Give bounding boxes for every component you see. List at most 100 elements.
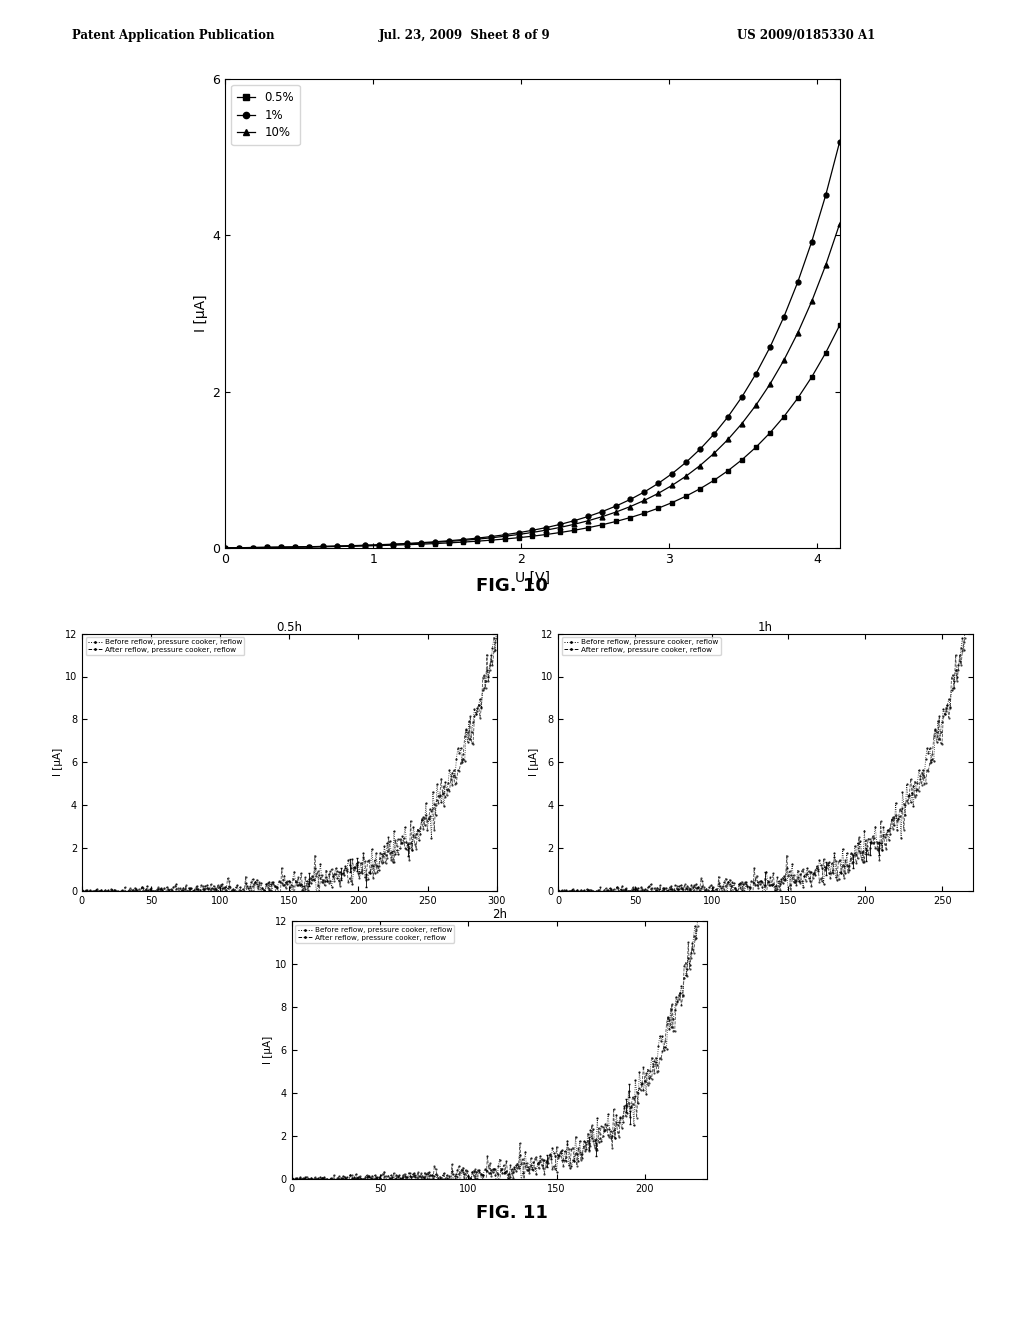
1% — [764, 339, 776, 355]
1% — [512, 525, 524, 541]
0.5% — [764, 425, 776, 441]
1% — [247, 540, 259, 556]
1% — [624, 491, 636, 507]
10% — [457, 532, 469, 548]
Text: Jul. 23, 2009  Sheet 8 of 9: Jul. 23, 2009 Sheet 8 of 9 — [379, 29, 551, 42]
0.5% — [554, 524, 566, 540]
Text: US 2009/0185330 A1: US 2009/0185330 A1 — [737, 29, 876, 42]
1% — [345, 537, 357, 553]
0.5% — [777, 409, 790, 425]
Legend: Before reflow, pressure cooker, reflow, After reflow, pressure cooker, reflow: Before reflow, pressure cooker, reflow, … — [86, 638, 245, 655]
10% — [554, 520, 566, 536]
1% — [819, 187, 831, 203]
0.5% — [750, 440, 762, 455]
1% — [750, 366, 762, 381]
1% — [289, 539, 301, 554]
0.5% — [345, 539, 357, 554]
10% — [358, 537, 371, 553]
10% — [484, 529, 497, 545]
0.5% — [722, 463, 734, 479]
1% — [792, 275, 804, 290]
1% — [373, 537, 385, 553]
10% — [596, 508, 608, 524]
0.5% — [694, 480, 707, 496]
10% — [750, 397, 762, 413]
10% — [289, 539, 301, 554]
1% — [708, 426, 720, 442]
0.5% — [652, 500, 665, 516]
0.5% — [792, 391, 804, 407]
0.5% — [261, 540, 273, 556]
Line: 10%: 10% — [223, 222, 842, 550]
0.5% — [247, 540, 259, 556]
1% — [303, 539, 315, 554]
1% — [400, 536, 413, 552]
0.5% — [457, 535, 469, 550]
Y-axis label: I [μA]: I [μA] — [53, 748, 63, 776]
0.5% — [484, 532, 497, 548]
10% — [219, 540, 231, 556]
1% — [429, 533, 441, 549]
Text: FIG. 10: FIG. 10 — [476, 577, 548, 595]
1% — [680, 454, 692, 470]
1% — [541, 520, 553, 536]
1% — [610, 498, 623, 513]
Legend: Before reflow, pressure cooker, reflow, After reflow, pressure cooker, reflow: Before reflow, pressure cooker, reflow, … — [296, 925, 455, 942]
10% — [400, 536, 413, 552]
0.5% — [680, 488, 692, 504]
0.5% — [303, 539, 315, 554]
Text: FIG. 11: FIG. 11 — [476, 1204, 548, 1222]
10% — [429, 535, 441, 550]
10% — [666, 478, 678, 494]
1% — [457, 532, 469, 548]
10% — [652, 486, 665, 502]
10% — [387, 536, 399, 552]
0.5% — [275, 540, 288, 556]
10% — [512, 527, 524, 543]
1% — [219, 540, 231, 556]
Title: 2h: 2h — [492, 908, 507, 921]
0.5% — [415, 536, 427, 552]
10% — [541, 523, 553, 539]
0.5% — [387, 537, 399, 553]
10% — [834, 215, 846, 231]
10% — [583, 512, 595, 528]
10% — [233, 540, 246, 556]
Y-axis label: I [μA]: I [μA] — [529, 748, 540, 776]
0.5% — [400, 537, 413, 553]
10% — [499, 528, 511, 544]
0.5% — [708, 473, 720, 488]
0.5% — [499, 531, 511, 546]
Line: 1%: 1% — [223, 139, 842, 550]
0.5% — [834, 317, 846, 333]
1% — [261, 540, 273, 556]
1% — [387, 536, 399, 552]
0.5% — [568, 523, 581, 539]
1% — [484, 529, 497, 545]
Line: 0.5%: 0.5% — [223, 323, 842, 550]
10% — [415, 535, 427, 550]
10% — [345, 539, 357, 554]
10% — [806, 293, 818, 309]
10% — [638, 492, 650, 508]
1% — [554, 516, 566, 532]
0.5% — [819, 345, 831, 360]
1% — [806, 234, 818, 249]
0.5% — [512, 529, 524, 545]
0.5% — [526, 528, 539, 544]
10% — [694, 458, 707, 474]
10% — [792, 325, 804, 341]
1% — [652, 475, 665, 491]
0.5% — [638, 506, 650, 521]
0.5% — [610, 513, 623, 529]
1% — [415, 535, 427, 550]
1% — [316, 539, 329, 554]
1% — [526, 523, 539, 539]
10% — [442, 533, 455, 549]
0.5% — [596, 517, 608, 533]
10% — [722, 432, 734, 447]
Title: 1h: 1h — [758, 620, 773, 634]
Text: Patent Application Publication: Patent Application Publication — [72, 29, 274, 42]
1% — [638, 484, 650, 500]
10% — [303, 539, 315, 554]
